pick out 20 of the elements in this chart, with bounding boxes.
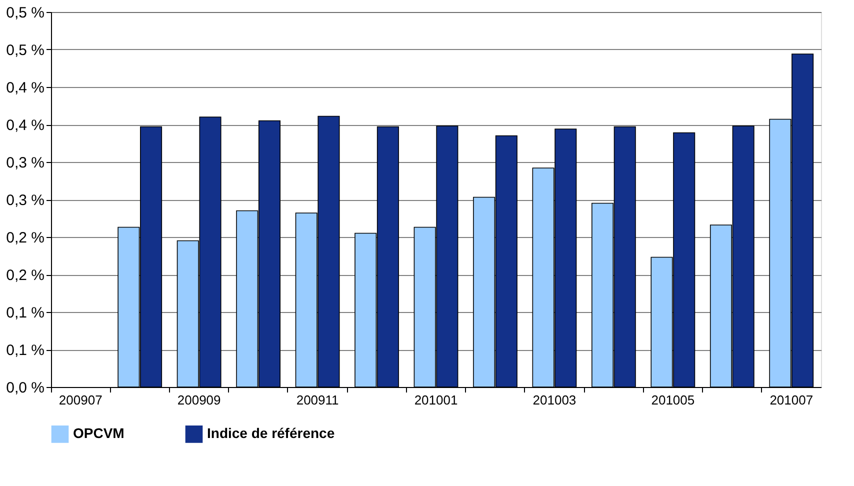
legend-label: OPCVM [73,425,124,442]
x-tick-label: 201001 [414,392,458,408]
x-tick-label: 201003 [532,392,576,408]
y-tick-label: 0,0 % [6,380,44,396]
y-tick-label: 0,4 % [6,80,44,96]
y-tick-label: 0,3 % [6,154,44,172]
y-tick-label: 0,2 % [6,267,44,284]
x-tick-label: 200907 [58,392,102,408]
x-tick-label: 201005 [651,392,695,408]
y-tick-label: 0,4 % [6,117,44,134]
y-tick-label: 0,3 % [6,192,44,209]
y-tick-label: 0,1 % [6,304,44,322]
x-tick-label: 200911 [296,392,339,408]
y-tick-label: 0,1 % [6,342,44,359]
legend-label: Indice de référence [207,425,335,442]
y-tick-label: 0,5 % [6,4,44,22]
x-tick-label: 201007 [770,392,814,408]
x-tick-label: 200909 [177,392,221,408]
y-tick-label: 0,2 % [6,230,44,246]
y-tick-label: 0,5 % [6,42,44,59]
